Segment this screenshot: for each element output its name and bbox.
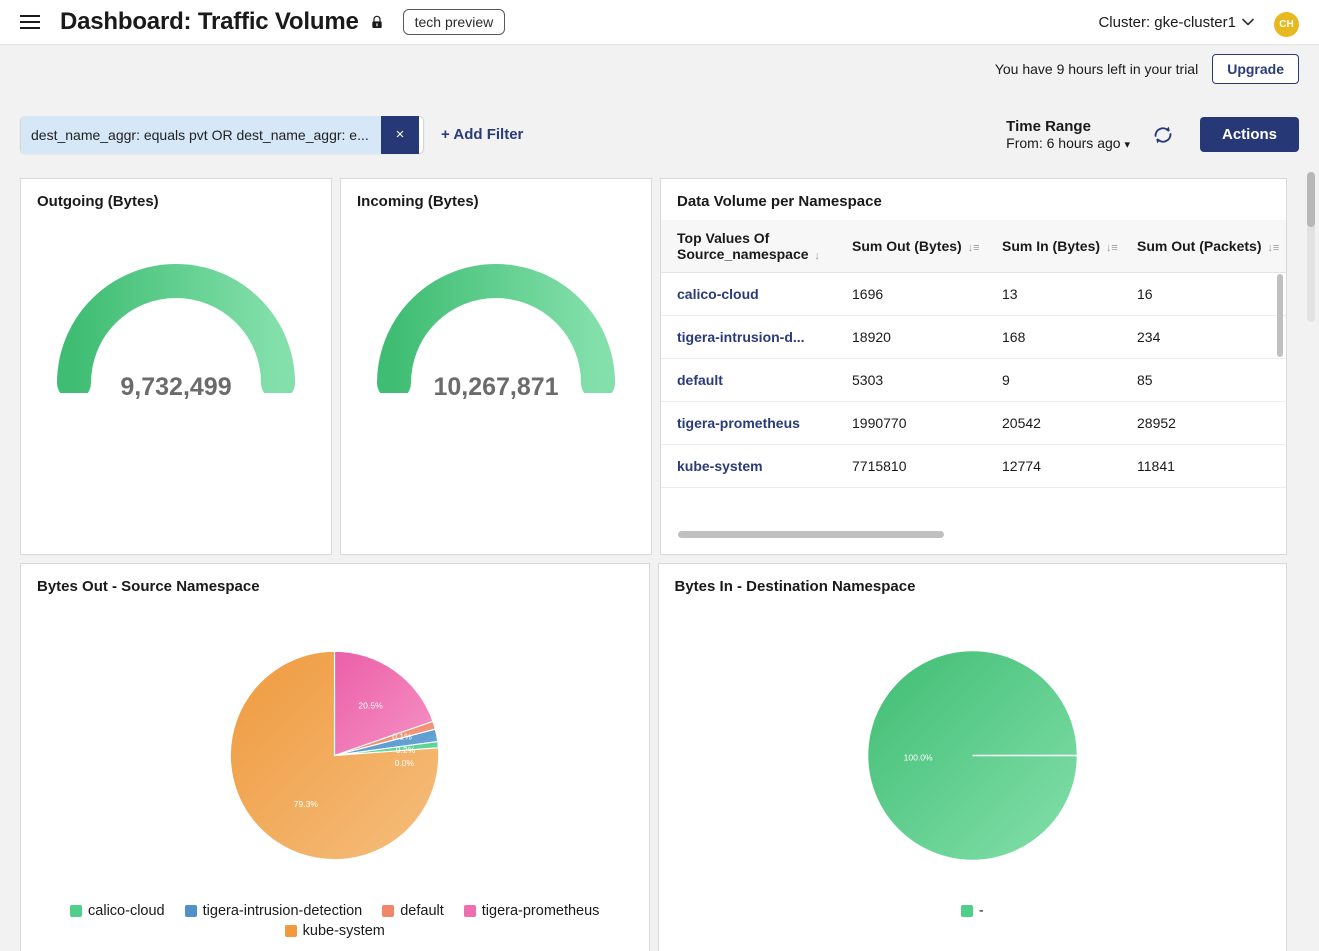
svg-text:0.0%: 0.0% <box>395 758 415 768</box>
svg-text:100.0%: 100.0% <box>903 753 932 763</box>
svg-text:0.1%: 0.1% <box>393 731 413 741</box>
svg-text:20.5%: 20.5% <box>359 701 384 711</box>
svg-text:0.2%: 0.2% <box>396 745 416 755</box>
svg-text:79.3%: 79.3% <box>294 799 319 809</box>
